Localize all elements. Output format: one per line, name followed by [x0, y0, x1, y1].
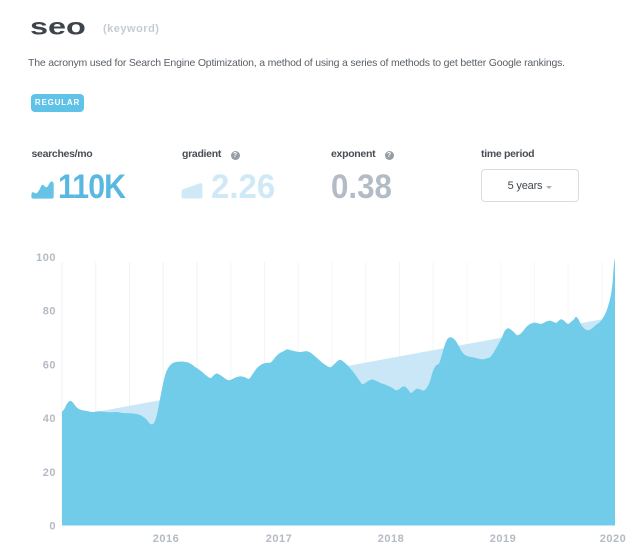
svg-text:40: 40 — [43, 413, 56, 425]
svg-text:100: 100 — [36, 252, 56, 264]
svg-text:2019: 2019 — [490, 533, 516, 545]
svg-text:0: 0 — [49, 521, 56, 533]
svg-text:20: 20 — [43, 467, 56, 479]
svg-text:80: 80 — [43, 306, 56, 318]
svg-text:2020: 2020 — [600, 533, 626, 545]
svg-text:2018: 2018 — [378, 533, 404, 545]
svg-text:2017: 2017 — [266, 533, 292, 545]
svg-text:60: 60 — [43, 359, 56, 371]
svg-text:2016: 2016 — [153, 533, 179, 545]
